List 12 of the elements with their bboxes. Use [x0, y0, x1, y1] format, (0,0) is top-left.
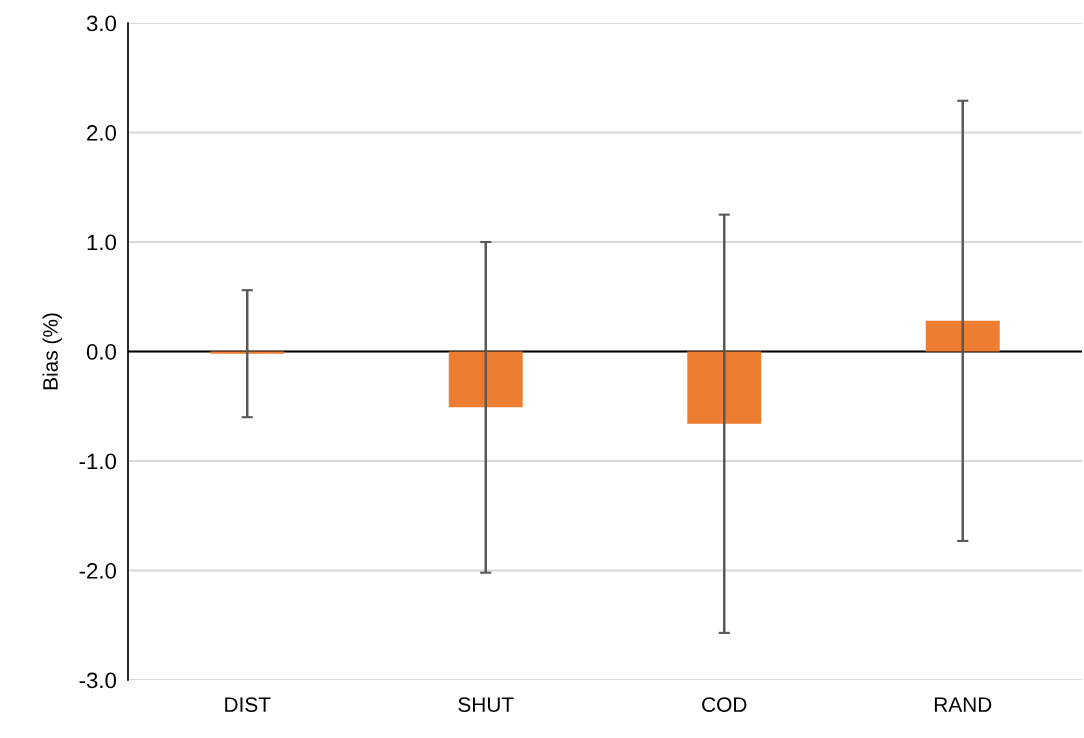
- y-tick-label: -1.0: [79, 453, 117, 470]
- y-tick-label: -2.0: [79, 563, 117, 579]
- y-tick-label: 3.0: [86, 15, 117, 32]
- y-tick-label: -3.0: [79, 672, 117, 689]
- y-tick-label: 2.0: [87, 125, 117, 141]
- y-tick-label: 0.0: [86, 344, 117, 360]
- y-tick-label: 1.0: [87, 234, 117, 251]
- x-tick-label: RAND: [934, 697, 992, 712]
- y-axis-title: Bias (%): [42, 313, 62, 390]
- x-tick-label: COD: [702, 697, 747, 712]
- x-tick-label: SHUT: [458, 697, 514, 712]
- x-tick-label: DIST: [225, 697, 271, 712]
